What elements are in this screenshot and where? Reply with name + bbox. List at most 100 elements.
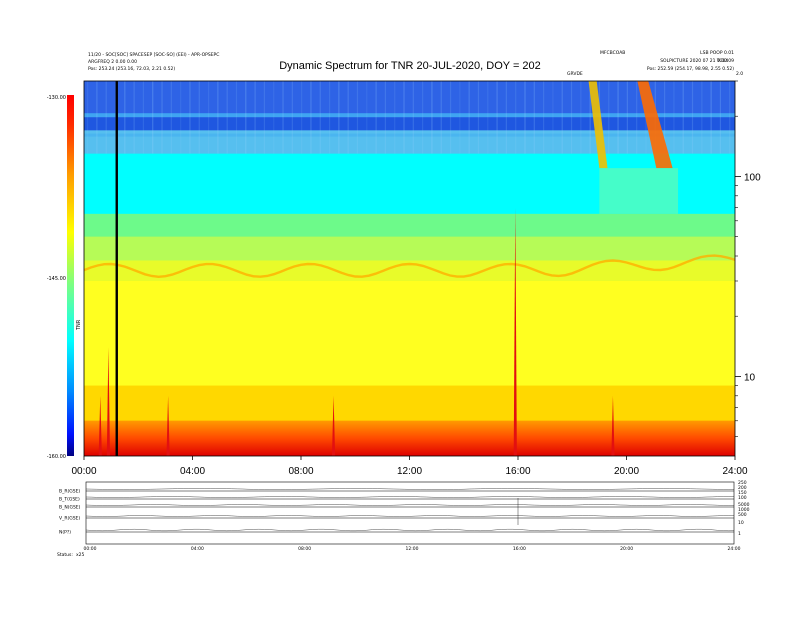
texture-line	[459, 81, 461, 154]
header-right-line-2: SOLPICTURE 2020 07 21 TC0409	[660, 58, 734, 64]
panel-row-label: N(P?)	[59, 530, 71, 536]
burst-3	[331, 395, 336, 456]
panel-right-tick: 100	[738, 495, 747, 501]
colorbar: -130.00 -145.00 -160.00 TNR	[47, 95, 82, 460]
low-freq-band	[84, 420, 735, 456]
texture-line	[636, 81, 638, 154]
texture-line	[301, 81, 303, 154]
texture-line	[533, 81, 535, 154]
panel-x-tick-label: 00:00	[84, 546, 97, 552]
texture-line	[180, 81, 182, 154]
texture-line	[328, 81, 331, 154]
texture-line	[273, 81, 275, 154]
texture-line	[291, 81, 293, 154]
texture-line	[133, 81, 135, 154]
texture-line	[245, 81, 247, 154]
texture-line	[366, 81, 368, 154]
x-tick-label: 24:00	[722, 466, 747, 477]
texture-line	[468, 81, 470, 154]
texture-line	[673, 81, 675, 154]
freq-band-1	[84, 116, 735, 131]
status-label: Status:	[57, 552, 73, 558]
texture-line	[543, 81, 545, 154]
texture-line	[580, 81, 582, 154]
header-left-line-3: Pos: 253.24 (253.16, 72.03, 2.21 0.52)	[88, 66, 175, 72]
texture-line	[561, 81, 563, 154]
texture-line	[682, 81, 684, 154]
colorbar-tick-top: -130.00	[47, 95, 66, 101]
spectrogram-bursts	[98, 81, 615, 456]
panel-x-tick-label: 08:00	[298, 546, 311, 552]
texture-line	[505, 81, 507, 154]
texture-line	[608, 81, 610, 154]
burst-5	[611, 395, 615, 456]
panel-trace	[85, 496, 734, 498]
radio-burst-halo	[599, 168, 679, 214]
panel-right-tick: 10	[738, 520, 744, 526]
texture-line	[719, 81, 722, 154]
texture-line	[440, 81, 442, 154]
texture-line	[347, 81, 349, 154]
texture-line	[356, 81, 359, 154]
panel-right-tick: 1	[738, 531, 741, 537]
texture-line	[254, 81, 256, 154]
spectrogram-plot	[84, 81, 735, 456]
texture-line	[319, 81, 321, 154]
blue-zone-stripe-2	[84, 133, 735, 137]
header-left-line-1: 11/20 - SOC[SOC] SPACESEP [SOC-SO] (EEI)…	[88, 52, 219, 58]
colorbar-tick-mid: -145.00	[47, 276, 66, 282]
texture-line	[114, 81, 117, 154]
y-tick-label: 10	[744, 372, 756, 383]
spectrogram-bands	[84, 81, 735, 456]
texture-line	[663, 81, 666, 154]
texture-line	[282, 81, 284, 154]
texture-line	[226, 81, 228, 154]
panel-trace	[85, 504, 734, 506]
texture-line	[552, 81, 554, 154]
texture-line	[189, 81, 191, 154]
y-tick-label: 100	[744, 172, 761, 183]
panel-x-tick-label: 12:00	[406, 546, 419, 552]
texture-line	[375, 81, 377, 154]
panel-right-tick: 5000	[738, 502, 750, 508]
freq-band-0	[84, 81, 735, 117]
texture-line	[412, 81, 414, 154]
texture-line	[477, 81, 480, 154]
panel-row-label: B_N(GSE)	[59, 505, 81, 511]
panel-right-tick: 250	[738, 480, 747, 486]
freq-band-5	[84, 236, 735, 261]
texture-line	[96, 81, 98, 154]
wave-ripple-line	[84, 254, 735, 279]
panel-trace	[85, 488, 735, 490]
x-tick-label: 16:00	[505, 466, 530, 477]
chart-title: Dynamic Spectrum for TNR 20-JUL-2020, DO…	[279, 60, 541, 72]
panel-right-tick: 150	[738, 490, 747, 496]
y-axis: 100 10	[735, 80, 761, 437]
texture-line	[170, 81, 172, 154]
radio-burst-2	[637, 81, 673, 169]
x-tick-label: 04:00	[180, 466, 205, 477]
header-small-right-1: GRVDE	[567, 71, 583, 77]
freq-band-8	[84, 385, 735, 422]
panel-row-label: B_T(GSE)	[59, 497, 80, 503]
data-gap-line	[115, 81, 118, 456]
texture-line	[570, 81, 573, 154]
x-tick-label: 12:00	[397, 466, 422, 477]
panel-row-label: B_R(GSE)	[59, 489, 80, 495]
panel-trace	[85, 515, 734, 517]
texture-line	[338, 81, 340, 154]
panel-right-tick: 1000	[738, 507, 750, 513]
texture-line	[691, 81, 694, 154]
burst-2	[166, 395, 170, 456]
header-left-line-2: ARGFREQ 2 0.00 0.00	[88, 59, 137, 65]
radio-burst-1	[588, 81, 608, 169]
texture-line	[487, 81, 489, 154]
panel-x-tick-label: 20:00	[620, 546, 633, 552]
colorbar-tick-bottom: -160.00	[47, 454, 66, 460]
panel-row-label: V_R(GSE)	[59, 516, 80, 522]
colorbar-gradient	[67, 95, 74, 456]
texture-line	[515, 81, 517, 154]
x-tick-label: 20:00	[614, 466, 639, 477]
